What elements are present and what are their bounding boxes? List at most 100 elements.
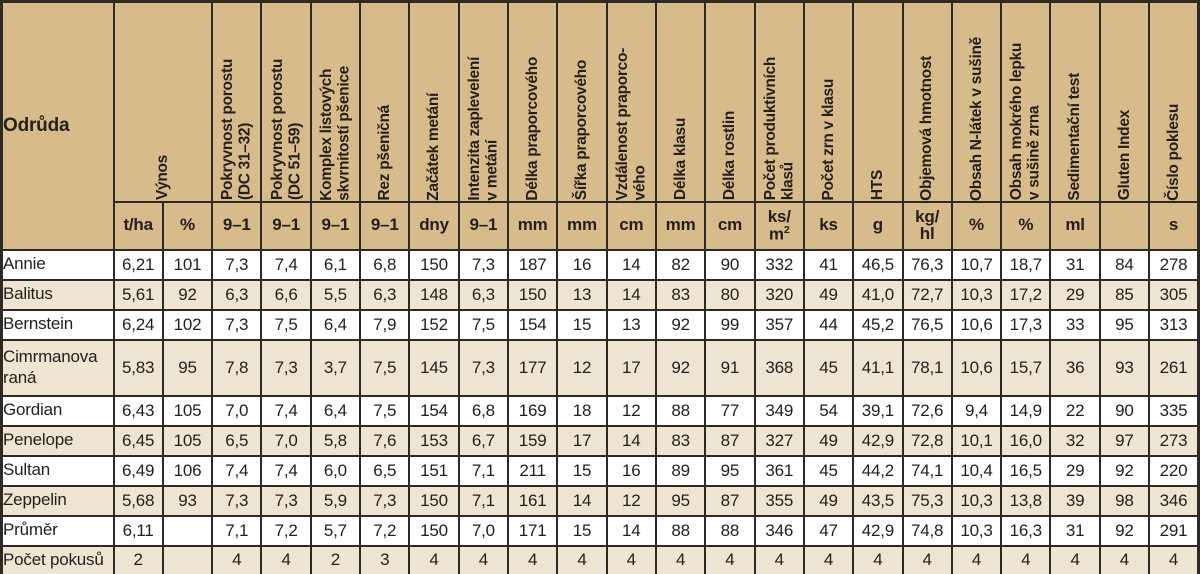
data-cell: 7,0 xyxy=(457,514,510,547)
table-body: Annie 6,21 101 7,3 7,4 6,1 6,8 150 7,3 187 16 14 82 9… xyxy=(0,248,1200,574)
data-cell: 74,1 xyxy=(901,454,953,487)
data-cell: 152 xyxy=(408,308,460,341)
data-cell: 3 xyxy=(359,544,411,574)
data-cell: 83 xyxy=(654,424,707,457)
data-cell: 4 xyxy=(506,544,559,574)
data-cell: 273 xyxy=(1148,424,1200,457)
data-cell: 7,1 xyxy=(211,514,263,547)
data-cell: 12 xyxy=(605,484,657,517)
data-cell: 47 xyxy=(802,514,855,547)
data-cell: 7,2 xyxy=(359,514,411,547)
rotated-column-label: Objemová hmotnost xyxy=(918,55,936,201)
data-cell: 12 xyxy=(556,338,608,397)
column-header: Sedimentační test xyxy=(1049,0,1101,203)
row-label: Počet pokusů xyxy=(0,544,115,574)
unit-cell: kg/hl xyxy=(901,200,953,251)
data-cell: 6,3 xyxy=(211,278,263,311)
unit-cell: % xyxy=(1000,200,1052,251)
data-cell: 90 xyxy=(704,248,756,281)
column-header: Pokryvnost porostu (DC 31–32) xyxy=(211,0,263,203)
data-cell: 10,4 xyxy=(950,454,1003,487)
table-row: Gordian 6,43 105 7,0 7,4 6,4 7,5 154 6,8 169 18 12 8… xyxy=(0,394,1200,427)
data-cell: 89 xyxy=(654,454,707,487)
data-cell: 72,8 xyxy=(901,424,953,457)
data-cell: 211 xyxy=(506,454,559,487)
table-row: Cimrmanova raná 5,83 95 7,8 7,3 3,7 7,5 145 7,3 17… xyxy=(0,338,1200,397)
data-cell: 4 xyxy=(1000,544,1052,574)
data-cell: 4 xyxy=(901,544,953,574)
data-cell: 7,3 xyxy=(260,484,312,517)
data-cell: 4 xyxy=(605,544,657,574)
data-cell: 4 xyxy=(260,544,312,574)
data-cell: 4 xyxy=(654,544,707,574)
table-row: Sultan 6,49 106 7,4 7,4 6,0 6,5 151 7,1 211 15 16 89… xyxy=(0,454,1200,487)
data-cell: 7,4 xyxy=(211,454,263,487)
data-cell: 49 xyxy=(802,484,855,517)
column-header: Intenzita zaplevelení v metání xyxy=(457,0,510,203)
data-cell: 5,9 xyxy=(309,484,362,517)
data-cell: 74,8 xyxy=(901,514,953,547)
rotated-column-label: Pokryvnost porostu (DC 31–32) xyxy=(219,59,254,201)
data-cell: 4 xyxy=(1098,544,1151,574)
data-cell: 4 xyxy=(753,544,805,574)
data-cell: 159 xyxy=(506,424,559,457)
data-cell: 169 xyxy=(506,394,559,427)
unit-cell: cm xyxy=(704,200,756,251)
row-label: Annie xyxy=(0,248,115,281)
column-header: Gluten Index xyxy=(1098,0,1151,203)
data-cell: 150 xyxy=(506,278,559,311)
data-cell: 187 xyxy=(506,248,559,281)
data-cell: 7,8 xyxy=(211,338,263,397)
data-cell: 261 xyxy=(1148,338,1200,397)
rotated-column-label: Intenzita zaplevelení v metání xyxy=(465,56,501,201)
data-cell: 305 xyxy=(1148,278,1200,311)
data-cell: 22 xyxy=(1049,394,1101,427)
data-cell: 87 xyxy=(704,424,756,457)
data-cell: 177 xyxy=(506,338,559,397)
data-cell: 95 xyxy=(654,484,707,517)
data-cell: 6,11 xyxy=(112,514,164,547)
data-cell: 15 xyxy=(556,514,608,547)
unit-cell: t/ha xyxy=(112,200,164,251)
header-row-units: t/ha% 9–1 9–1 9–1 9–1 dny 9–1 mm mm cm mm cm ks/m2 ks… xyxy=(2,200,1200,251)
table-row: Penelope 6,45 105 6,5 7,0 5,8 7,6 153 6,7 159 17 14… xyxy=(0,424,1200,457)
unit-cell: g xyxy=(852,200,904,251)
rotated-column-label: HTS xyxy=(869,170,887,201)
data-cell: 15 xyxy=(556,308,608,341)
rotated-column-label: Začátek metání xyxy=(425,92,443,201)
data-cell: 14 xyxy=(605,514,657,547)
data-cell: 9,4 xyxy=(950,394,1003,427)
data-cell: 31 xyxy=(1049,514,1101,547)
column-header: Začátek metání xyxy=(408,0,460,203)
data-cell: 32 xyxy=(1049,424,1101,457)
column-header: HTS xyxy=(852,0,904,203)
data-cell: 361 xyxy=(753,454,805,487)
data-cell: 5,5 xyxy=(309,278,362,311)
data-cell: 41 xyxy=(802,248,855,281)
data-cell: 7,1 xyxy=(457,484,510,517)
data-cell: 75,3 xyxy=(901,484,953,517)
data-cell: 7,3 xyxy=(211,484,263,517)
data-cell: 45 xyxy=(802,454,855,487)
data-cell: 54 xyxy=(802,394,855,427)
unit-cell: cm xyxy=(605,200,657,251)
data-cell: 10,3 xyxy=(950,484,1003,517)
data-cell: 6,8 xyxy=(457,394,510,427)
data-cell: 31 xyxy=(1049,248,1101,281)
row-label: Gordian xyxy=(0,394,115,427)
data-cell xyxy=(161,514,214,547)
data-cell: 7,4 xyxy=(260,248,312,281)
data-cell: 10,1 xyxy=(950,424,1003,457)
data-cell: 2 xyxy=(112,544,164,574)
column-header: Číslo poklesu xyxy=(1148,0,1200,203)
unit-cell: mm xyxy=(556,200,608,251)
data-cell: 5,83 xyxy=(112,338,164,397)
data-cell: 7,0 xyxy=(260,424,312,457)
data-cell: 4 xyxy=(852,544,904,574)
data-cell: 161 xyxy=(506,484,559,517)
data-cell: 16 xyxy=(605,454,657,487)
data-cell: 4 xyxy=(1049,544,1101,574)
column-header: Vzdálenost praporco-vého xyxy=(605,0,657,203)
data-cell: 5,7 xyxy=(309,514,362,547)
data-cell: 92 xyxy=(1098,514,1151,547)
